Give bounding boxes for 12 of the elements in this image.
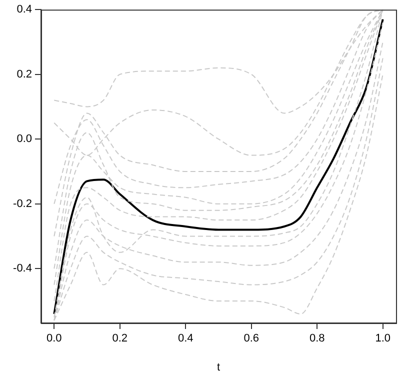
y-tick-label: 0.0 bbox=[16, 133, 32, 146]
y-tick-label: -0.4 bbox=[13, 262, 32, 275]
y-tick-label: -0.2 bbox=[13, 198, 32, 210]
x-tick-label: 0.6 bbox=[244, 332, 260, 345]
y-tick-label: 0.4 bbox=[16, 4, 32, 16]
x-tick-label: 0.4 bbox=[178, 332, 194, 345]
x-tick-label: 0.0 bbox=[46, 332, 62, 345]
x-tick-label: 0.2 bbox=[112, 332, 128, 345]
x-tick-label: 0.8 bbox=[309, 332, 325, 345]
x-axis-title: t bbox=[216, 361, 220, 374]
x-tick-label: 1.0 bbox=[375, 332, 390, 345]
y-tick-label: 0.2 bbox=[16, 68, 32, 80]
